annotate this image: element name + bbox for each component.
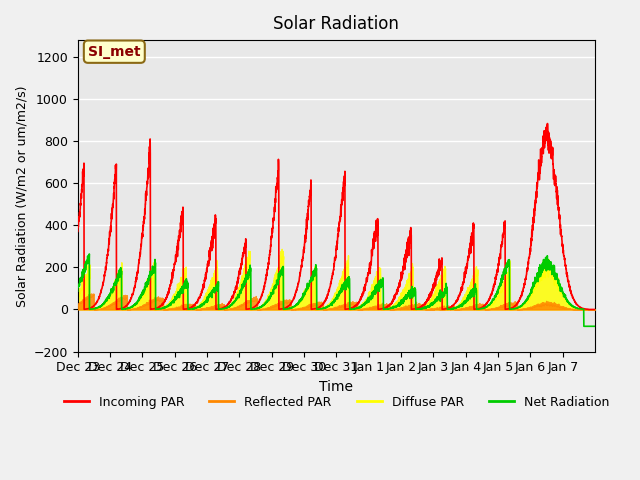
X-axis label: Time: Time xyxy=(319,380,353,394)
Legend: Incoming PAR, Reflected PAR, Diffuse PAR, Net Radiation: Incoming PAR, Reflected PAR, Diffuse PAR… xyxy=(59,391,614,414)
Y-axis label: Solar Radiation (W/m2 or um/m2/s): Solar Radiation (W/m2 or um/m2/s) xyxy=(15,85,28,307)
Title: Solar Radiation: Solar Radiation xyxy=(273,15,399,33)
Text: SI_met: SI_met xyxy=(88,45,141,59)
